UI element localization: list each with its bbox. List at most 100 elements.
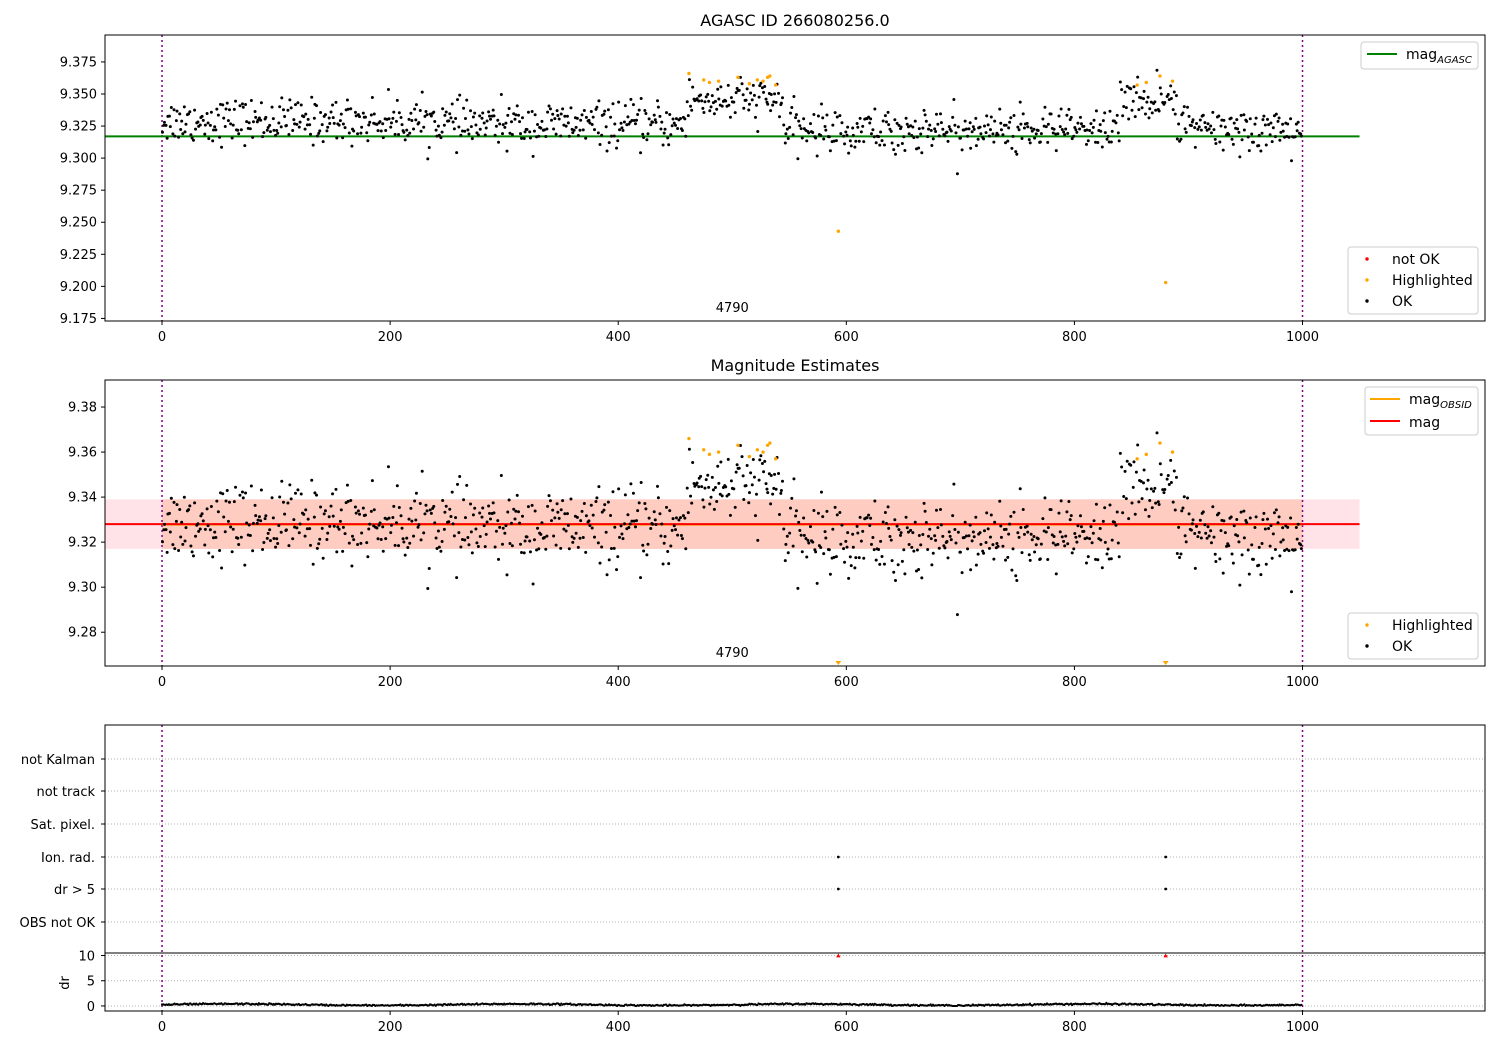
ok-point <box>645 553 649 557</box>
ok-point <box>665 505 669 509</box>
ok-point <box>654 120 658 124</box>
ok-point <box>604 125 608 129</box>
ok-point <box>1014 574 1018 578</box>
ok-point <box>520 136 524 140</box>
ok-point <box>1146 478 1150 482</box>
ok-point <box>1163 100 1167 104</box>
ok-point <box>249 98 253 102</box>
ok-point <box>381 525 385 529</box>
ok-point <box>603 109 607 113</box>
ok-point <box>772 100 776 104</box>
ok-point <box>670 124 674 128</box>
ok-point <box>457 125 461 129</box>
ok-point <box>264 115 268 119</box>
ok-point <box>590 122 594 126</box>
ok-point <box>457 531 461 535</box>
ok-point <box>1211 505 1215 509</box>
ok-point <box>1054 149 1058 153</box>
ok-point <box>709 105 713 109</box>
ok-point <box>674 117 678 121</box>
ok-point <box>1276 521 1280 525</box>
ok-point <box>1074 535 1078 539</box>
ok-point <box>519 132 523 136</box>
legend-frame <box>1360 41 1479 70</box>
ok-point <box>824 536 828 540</box>
ok-point <box>1124 106 1128 110</box>
ok-point <box>483 133 487 137</box>
ok-point <box>796 157 800 161</box>
ok-point <box>991 132 995 136</box>
ok-point <box>745 464 749 468</box>
ok-point <box>1236 534 1240 538</box>
ok-point <box>183 130 187 134</box>
ok-point <box>432 504 436 508</box>
ok-point <box>1090 541 1094 545</box>
ok-point <box>710 94 714 98</box>
ok-point <box>1254 116 1258 120</box>
ok-point <box>298 522 302 526</box>
highlighted-point <box>1170 79 1175 83</box>
ok-point <box>859 539 863 543</box>
ok-point <box>622 522 626 526</box>
ok-point <box>1299 547 1303 551</box>
ok-point <box>169 105 173 109</box>
ok-point <box>663 127 667 131</box>
ok-point <box>1209 529 1213 533</box>
ok-point <box>169 496 173 500</box>
ok-point <box>414 491 418 495</box>
y-tick-label: 9.32 <box>68 536 97 551</box>
y-tick-label: 9.325 <box>60 120 97 135</box>
ok-point <box>874 141 878 145</box>
ok-point <box>679 534 683 538</box>
ok-point <box>1052 127 1056 131</box>
ok-point <box>522 551 526 555</box>
ok-point <box>286 501 290 505</box>
ok-point <box>257 515 261 519</box>
ok-point <box>681 514 685 518</box>
ok-point <box>815 581 819 585</box>
legend-label-highlighted: Highlighted <box>1392 618 1473 634</box>
ok-point <box>617 487 621 491</box>
ok-point <box>428 508 432 512</box>
ok-point <box>1012 510 1016 514</box>
ok-point <box>1068 118 1072 122</box>
ok-point <box>465 483 469 487</box>
ok-point <box>742 498 746 502</box>
ok-point <box>413 107 417 111</box>
ok-point <box>547 104 551 108</box>
ok-point <box>1179 552 1183 556</box>
ok-point <box>923 113 927 117</box>
ok-point <box>508 541 512 545</box>
ok-point <box>1064 127 1068 131</box>
ok-point <box>315 104 319 108</box>
highlighted-point <box>1163 280 1168 285</box>
ok-point <box>734 91 738 95</box>
ok-point <box>907 132 911 136</box>
ok-point <box>1195 524 1199 528</box>
ok-point <box>1108 109 1112 113</box>
ok-point <box>668 509 672 513</box>
ok-point <box>162 522 166 526</box>
ok-point <box>1285 547 1289 551</box>
ok-point <box>1103 111 1107 115</box>
ok-point <box>1052 534 1056 538</box>
ok-point <box>970 539 974 543</box>
ok-point <box>1021 112 1025 116</box>
ok-point <box>320 526 324 530</box>
ok-point <box>671 517 675 521</box>
highlighted-point <box>761 79 765 83</box>
ok-point <box>758 458 762 462</box>
ok-point <box>474 527 478 531</box>
ok-point <box>359 131 363 135</box>
ok-point <box>1146 95 1150 99</box>
ok-point <box>639 151 643 155</box>
ok-point <box>819 546 823 550</box>
ok-point <box>331 492 335 496</box>
ok-point <box>452 127 456 131</box>
ok-point <box>856 125 860 129</box>
ok-point <box>387 117 391 121</box>
ok-point <box>667 562 671 566</box>
ok-point <box>1163 487 1167 491</box>
ok-point <box>447 119 451 123</box>
ok-point <box>375 122 379 126</box>
